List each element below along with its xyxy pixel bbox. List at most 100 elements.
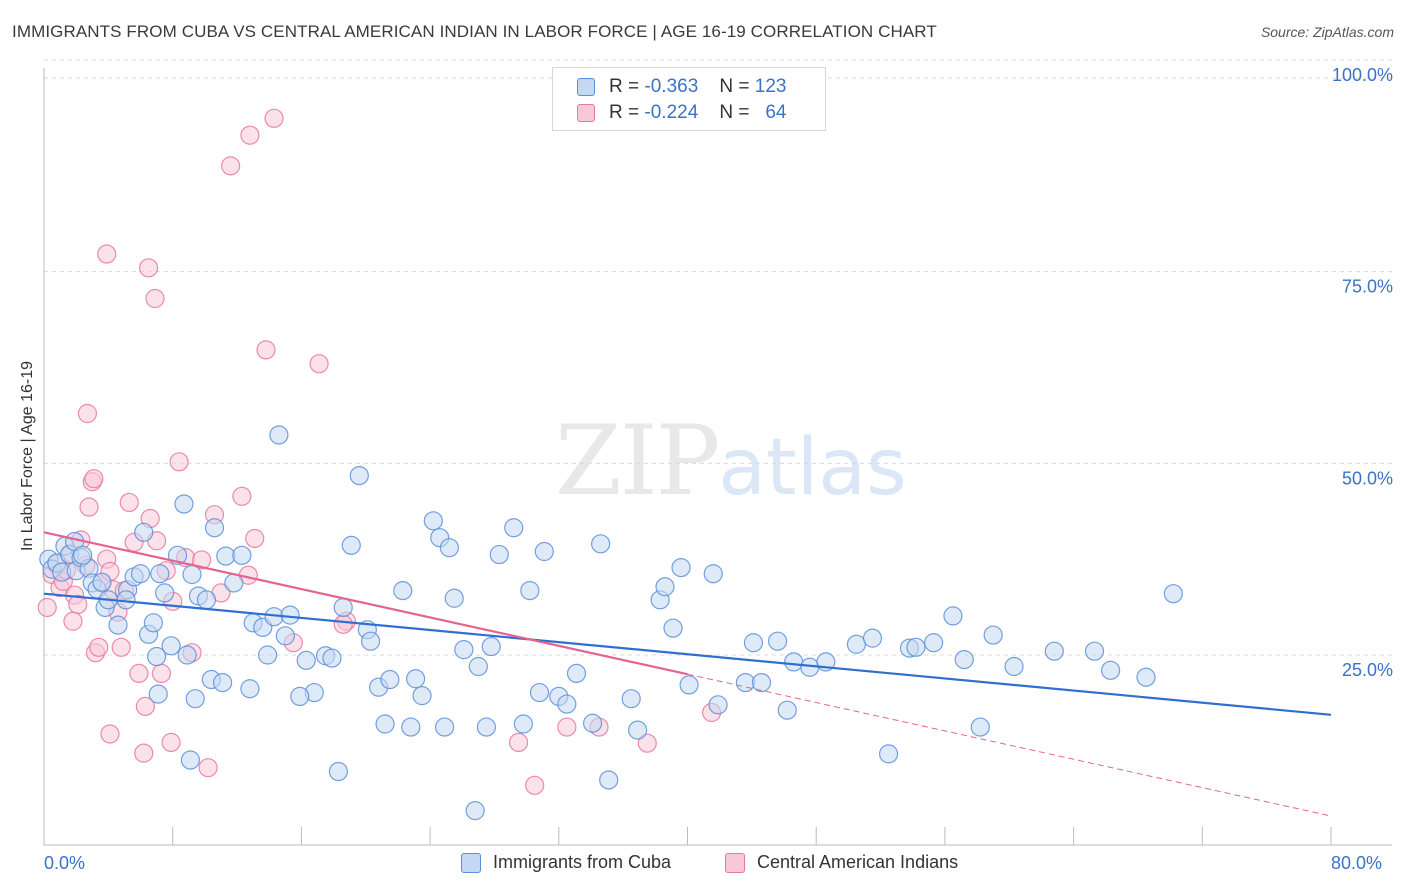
cuba-point-109: [322, 648, 342, 668]
y-axis-label: In Labor Force | Age 16-19: [19, 360, 36, 552]
cai-point-25: [135, 696, 155, 716]
bottom-legend-swatch-blue: [461, 852, 481, 873]
cuba-point-120: [628, 720, 648, 740]
cuba-point-116: [481, 636, 501, 657]
watermark: ZIPatlas: [555, 405, 907, 517]
legend-n-label: N =: [719, 76, 750, 97]
cuba-point-21: [150, 564, 170, 584]
x-tick-label-min: 0.0%: [44, 853, 86, 873]
cuba-point-101: [161, 636, 181, 656]
x-tick-label-max: 80.0%: [1331, 853, 1383, 873]
cuba-point-29: [216, 546, 236, 566]
cai-point-28: [151, 663, 172, 684]
cai-point-34: [192, 550, 212, 570]
legend-n-label: N =: [719, 102, 750, 123]
cuba-point-70: [703, 564, 723, 584]
cai-point-45: [221, 156, 241, 176]
cai-point-41: [77, 403, 98, 424]
cuba-point-49: [412, 686, 432, 706]
cuba-point-66: [599, 770, 619, 790]
cuba-point-117: [529, 682, 550, 703]
y-tick-labels: 25.0% 50.0% 75.0% 100.0%: [1332, 65, 1393, 680]
cuba-point-55: [468, 656, 488, 677]
correlation-legend: R = -0.363 N = 123 R = -0.224 N = 64: [552, 67, 826, 131]
cai-point-47: [264, 108, 284, 128]
cai-point-44: [145, 288, 165, 309]
cuba-point-36: [280, 605, 300, 625]
cuba-point-119: [621, 689, 641, 709]
cuba-point-73: [735, 672, 756, 693]
cuba-point-85: [906, 637, 926, 657]
cuba-point-114: [434, 717, 455, 737]
cuba-point-78: [784, 652, 804, 672]
cuba-point-97: [108, 615, 128, 635]
cai-point-14: [89, 637, 109, 657]
axes: [43, 68, 1392, 846]
cai-point-22: [119, 492, 139, 513]
cuba-point-35: [269, 425, 289, 445]
cuba-point-90: [983, 625, 1003, 645]
cuba-point-43: [349, 466, 369, 486]
cuba-point-108: [290, 686, 310, 707]
cuba-point-57: [489, 544, 509, 565]
source-label: Source: ZipAtlas.com: [1260, 24, 1394, 40]
cai-trend-line: [43, 531, 688, 676]
cuba-point-96: [1163, 584, 1183, 604]
cuba-point-59: [513, 714, 534, 734]
cuba-point-27: [196, 590, 217, 610]
bottom-legend-label: Immigrants from Cuba: [493, 852, 672, 872]
cai-point-53: [100, 724, 120, 744]
cuba-point-52: [439, 538, 460, 558]
cuba-point-72: [679, 675, 699, 695]
cuba-point-94: [1101, 660, 1121, 680]
cai-point-31: [169, 452, 189, 472]
legend-swatch-blue: [577, 78, 595, 96]
cuba-point-37: [275, 626, 295, 646]
cuba-trend-line: [43, 592, 1332, 716]
cai-point-59: [557, 717, 577, 737]
cuba-point-81: [846, 634, 867, 654]
cuba-point-123: [148, 684, 168, 704]
legend-r-label: R =: [609, 76, 640, 97]
cuba-point-22: [155, 583, 175, 603]
cuba-point-75: [751, 672, 772, 693]
bottom-legend-label: Central American Indians: [757, 852, 959, 872]
cuba-point-69: [671, 557, 691, 578]
cuba-point-20: [143, 613, 163, 633]
cuba-point-103: [185, 689, 205, 709]
chart-title: IMMIGRANTS FROM CUBA VS CENTRAL AMERICAN…: [12, 22, 937, 41]
cai-point-35: [198, 758, 218, 778]
cuba-point-42: [341, 535, 361, 555]
cuba-point-87: [943, 606, 963, 626]
cai-point-20: [111, 637, 131, 657]
cai-point-0: [37, 597, 57, 618]
cuba-point-88: [954, 649, 974, 670]
cuba-point-46: [380, 669, 400, 690]
cuba-point-89: [970, 717, 990, 737]
cai-point-38: [232, 486, 252, 506]
cuba-point-107: [258, 645, 278, 665]
cuba-point-61: [534, 541, 554, 562]
cuba-point-111: [360, 631, 381, 651]
cai-point-55: [161, 732, 181, 753]
cuba-point-53: [444, 588, 464, 608]
cai-point-61: [637, 733, 657, 753]
cuba-point-112: [375, 714, 395, 734]
cai-point-24: [129, 663, 149, 684]
cai-point-52: [63, 611, 83, 631]
cai-point-51: [84, 469, 104, 489]
cai-point-46: [240, 125, 260, 145]
cuba-point-56: [476, 717, 497, 737]
y-tick-label-50: 50.0%: [1342, 468, 1393, 488]
immigrants-from-cuba-points: [39, 425, 1183, 821]
cai-point-63: [525, 775, 545, 795]
cuba-point-58: [504, 518, 524, 538]
cai-point-49: [309, 354, 329, 374]
cuba-point-93: [1084, 641, 1105, 661]
legend-r-value: -0.363: [644, 76, 699, 97]
cuba-point-102: [177, 645, 197, 665]
cuba-point-106: [240, 679, 260, 699]
cuba-point-76: [767, 631, 788, 651]
cuba-point-60: [520, 580, 540, 601]
